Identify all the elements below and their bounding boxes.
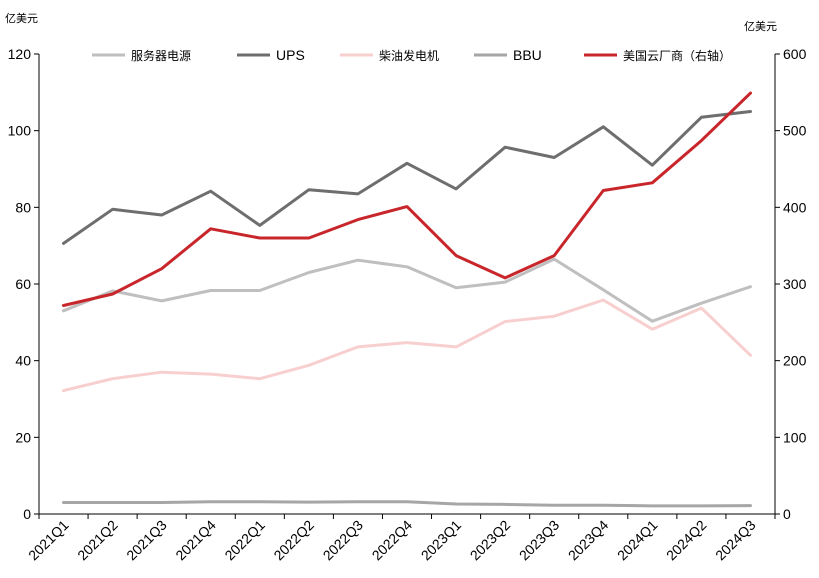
right-axis-unit: 亿美元 xyxy=(744,20,777,33)
x-tick-label: 2022Q4 xyxy=(369,517,416,564)
x-tick-label: 2021Q3 xyxy=(123,517,170,564)
right-tick-label: 200 xyxy=(783,353,807,369)
legend-label: UPS xyxy=(276,47,305,63)
tick-labels: 0 20 40 60 80 100 120 0 100 200 300 400 500 600 2021Q1… xyxy=(8,46,807,563)
chart-axes xyxy=(34,53,780,519)
x-tick-label: 2023Q2 xyxy=(467,517,514,564)
series-lines xyxy=(62,91,752,508)
right-tick-label: 300 xyxy=(783,276,807,292)
left-tick-label: 40 xyxy=(15,353,31,369)
x-tick-label: 2022Q2 xyxy=(270,517,317,564)
left-tick-label: 60 xyxy=(15,276,31,292)
x-tick-label: 2022Q3 xyxy=(320,517,367,564)
right-tick-label: 100 xyxy=(783,429,807,445)
right-tick-label: 500 xyxy=(783,123,807,139)
series-line-2 xyxy=(62,110,752,245)
right-tick-label: 600 xyxy=(783,46,807,62)
series-line-4 xyxy=(62,500,752,508)
legend-label: 美国云厂商（右轴） xyxy=(623,48,731,63)
series-line-1 xyxy=(62,257,752,323)
x-tick-label: 2022Q1 xyxy=(221,517,268,564)
legend-label: BBU xyxy=(513,47,542,63)
right-tick-label: 400 xyxy=(783,199,807,215)
left-tick-label: 0 xyxy=(23,506,31,522)
series-line-3 xyxy=(62,298,752,393)
legend: 服务器电源 UPS 柴油发电机 BBU 美国云厂商（右轴） xyxy=(92,47,731,63)
x-tick-label: 2023Q3 xyxy=(516,517,563,564)
x-tick-label: 2021Q2 xyxy=(74,517,121,564)
x-tick-label: 2023Q1 xyxy=(418,517,465,564)
x-tick-label: 2021Q1 xyxy=(25,517,72,564)
left-tick-label: 80 xyxy=(15,199,31,215)
legend-label: 服务器电源 xyxy=(131,48,191,63)
left-axis-unit: 亿美元 xyxy=(5,12,38,25)
legend-label: 柴油发电机 xyxy=(379,48,439,63)
x-tick-label: 2024Q2 xyxy=(663,517,710,564)
x-tick-label: 2024Q3 xyxy=(712,517,759,564)
series-line-5 xyxy=(62,91,752,307)
x-tick-label: 2023Q4 xyxy=(565,517,612,564)
left-tick-label: 20 xyxy=(15,429,31,445)
left-tick-label: 120 xyxy=(8,46,32,62)
x-tick-label: 2024Q1 xyxy=(614,517,661,564)
x-tick-label: 2021Q4 xyxy=(172,517,219,564)
left-tick-label: 100 xyxy=(8,123,32,139)
right-tick-label: 0 xyxy=(783,506,791,522)
